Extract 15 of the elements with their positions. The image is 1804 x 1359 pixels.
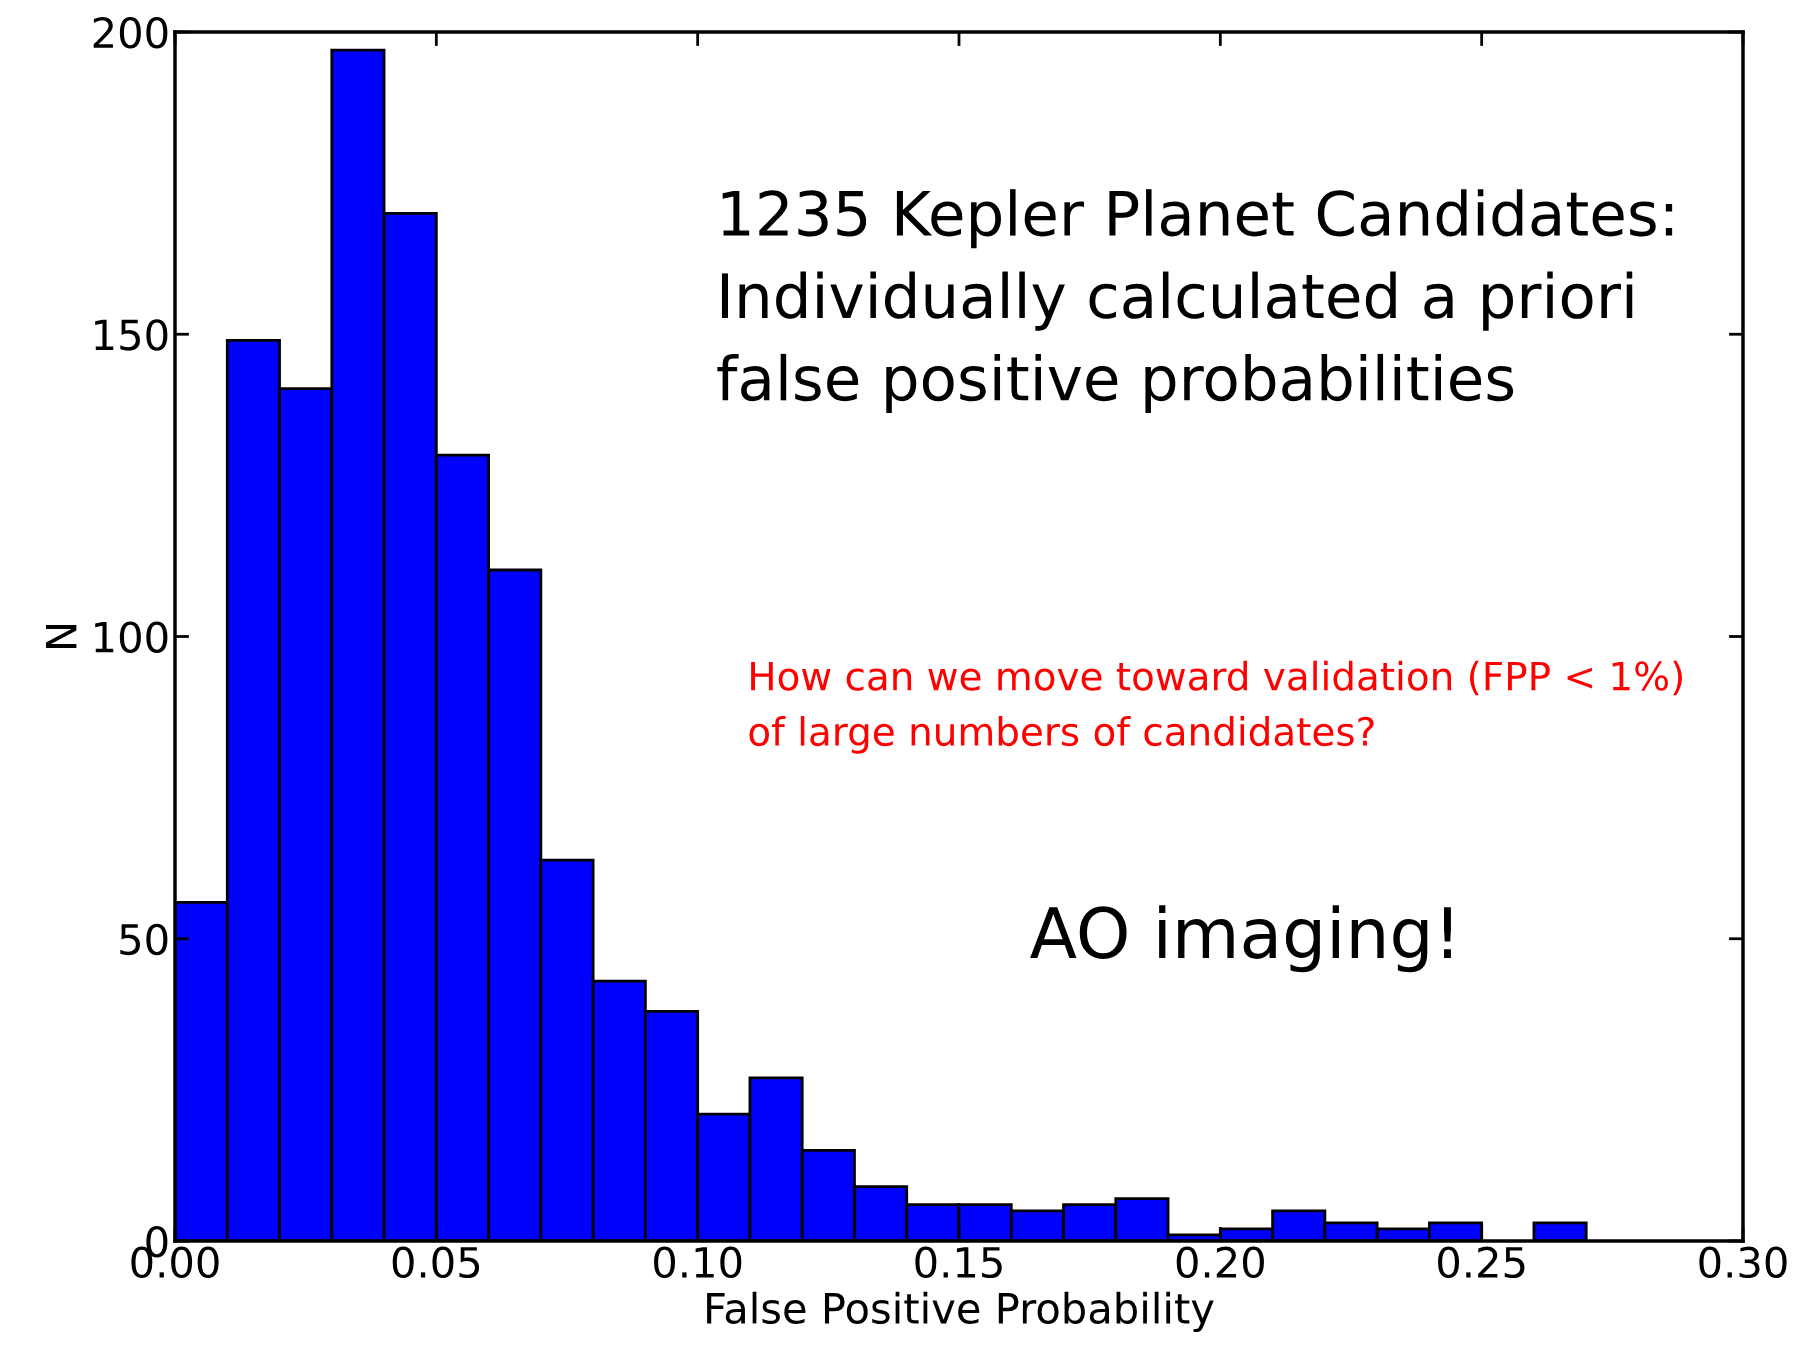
y-tick-label: 200 [93,16,168,49]
annotation: AO imaging! [1030,905,1451,973]
x-tick-label: 0.10 [654,1246,742,1279]
x-tick-label: 0.15 [915,1246,1002,1279]
y-tick-label: 100 [95,621,168,653]
x-tick-label: 0.20 [1176,1246,1264,1279]
y-tick-label: 50 [120,923,168,956]
x-axis-title: False Positive Probability [707,1291,1214,1333]
x-tick-label: 0.25 [1438,1246,1525,1279]
annotation: How can we move toward validation (FPP < 1%) of large numbers of candidates? [749,660,1682,754]
x-tick-label: 0.05 [392,1246,480,1279]
y-tick-label: 150 [95,319,168,351]
annotation: 1235 Kepler Planet Candidates: Individually calculated a priori false positive probabilities [717,189,1673,414]
y-axis-title: N [46,625,77,648]
x-tick-label: 0.30 [1699,1246,1787,1279]
